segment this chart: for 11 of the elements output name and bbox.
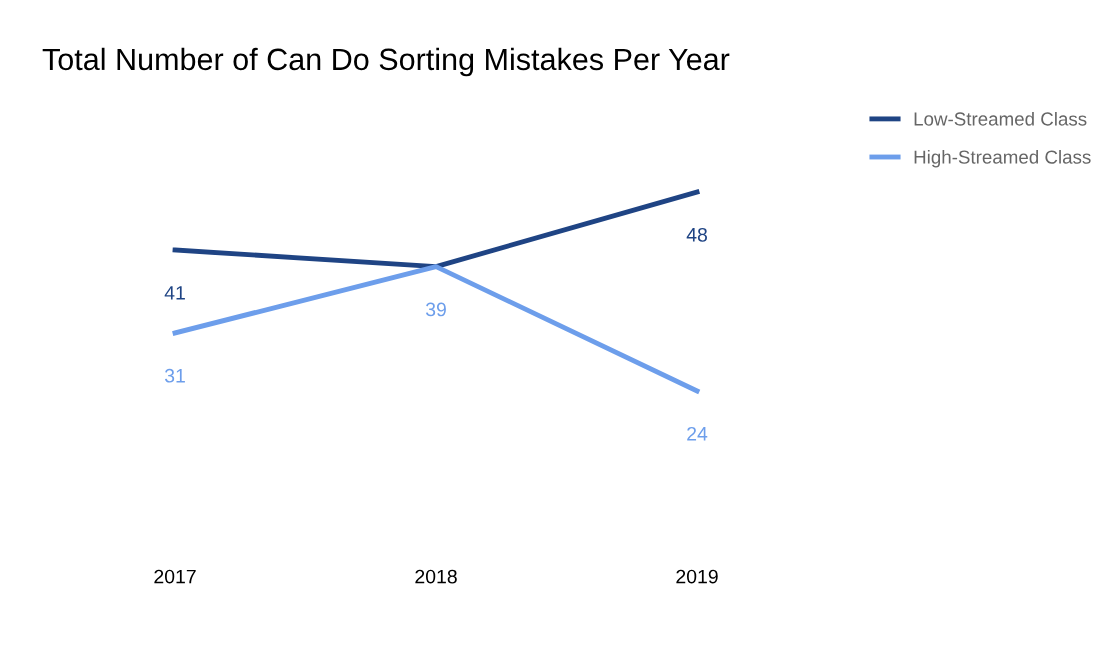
x-tick-label: 2019 xyxy=(676,569,718,584)
legend-label: Low-Streamed Class xyxy=(914,111,1087,126)
x-tick-label: 2017 xyxy=(154,569,196,584)
data-label: 41 xyxy=(164,286,185,300)
data-label: 24 xyxy=(687,426,708,441)
data-label: 31 xyxy=(164,368,185,383)
data-label: 48 xyxy=(686,227,707,242)
chart-title: Total Number of Can Do Sorting Mistakes Per Year xyxy=(42,47,730,77)
data-label: 39 xyxy=(425,302,446,317)
x-tick-label: 2018 xyxy=(415,569,457,584)
legend-label: High-Streamed Class xyxy=(914,149,1091,168)
